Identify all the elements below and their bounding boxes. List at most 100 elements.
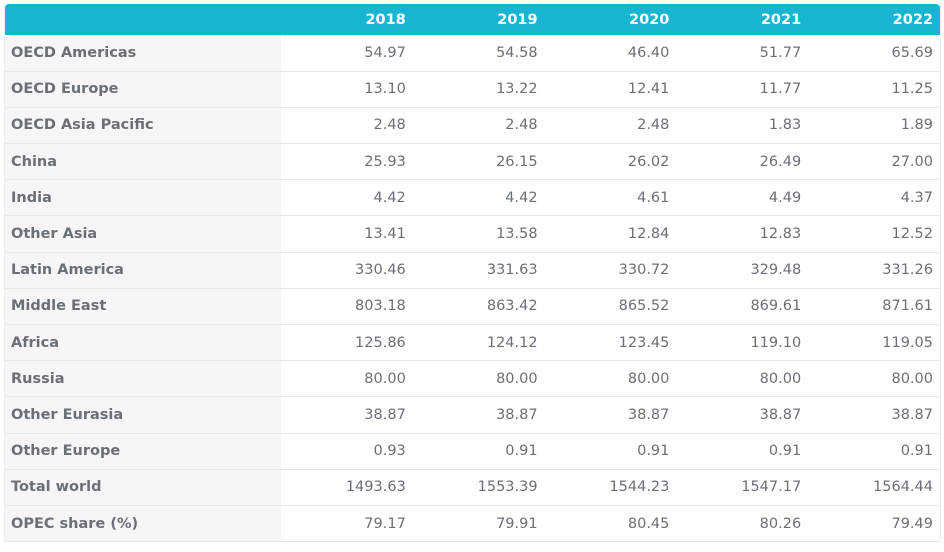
value-cell: 0.91: [768, 443, 802, 460]
value-cell: 330.46: [355, 262, 406, 279]
value-cell: 54.58: [496, 44, 538, 61]
value-cell: 863.42: [486, 298, 538, 315]
table-row: Total world 1493.63 1553.39 1544.23 1547.17 1…: [5, 469, 940, 506]
value-cell: 4.42: [505, 189, 538, 206]
value-cell: 12.41: [627, 81, 670, 98]
value-cell: 119.05: [882, 334, 933, 351]
table-row: Other Asia 13.41 13.58 12.84 12.83 12.52: [5, 215, 940, 253]
value-cell: 125.86: [355, 334, 406, 351]
value-cell: 330.72: [618, 262, 670, 279]
value-cell: 4.61: [637, 189, 670, 206]
value-cell: 4.37: [900, 189, 933, 206]
value-cell: 80.00: [891, 370, 933, 387]
value-cell: 80.00: [364, 370, 406, 387]
value-cell: 80.45: [627, 515, 670, 532]
row-label: OECD Europe: [5, 71, 281, 108]
value-cell: 12.84: [627, 226, 670, 243]
value-cell: 80.00: [496, 370, 538, 387]
value-cell: 51.77: [759, 44, 802, 61]
header-cell-2018: 2018: [365, 11, 406, 28]
value-cell: 25.93: [364, 153, 406, 170]
table-row: OECD Asia Pacific 2.48 2.48 2.48 1.83 1.89: [5, 107, 940, 144]
table-row: Russia 80.00 80.00 80.00 80.00 80.00: [5, 360, 940, 397]
value-cell: 27.00: [891, 153, 933, 170]
value-cell: 1547.17: [741, 479, 802, 496]
value-cell: 869.61: [750, 298, 802, 315]
value-cell: 13.41: [364, 226, 406, 243]
value-cell: 54.97: [364, 44, 406, 61]
header-cell-2020: 2020: [629, 11, 670, 28]
row-label: Other Europe: [5, 433, 281, 470]
value-cell: 38.87: [627, 406, 670, 423]
value-cell: 80.26: [759, 515, 802, 532]
table-row: China 25.93 26.15 26.02 26.49 27.00: [5, 143, 940, 180]
table-body: OECD Americas 54.97 54.58 46.40 51.77 65.69 OE…: [5, 35, 940, 542]
row-label: Africa: [5, 324, 281, 361]
value-cell: 11.25: [891, 81, 933, 98]
table-row: India 4.42 4.42 4.61 4.49 4.37: [5, 179, 940, 216]
value-cell: 0.91: [637, 443, 670, 460]
header-cell-2022: 2022: [892, 11, 933, 28]
table-row: OECD Europe 13.10 13.22 12.41 11.77 11.25: [5, 71, 940, 108]
value-cell: 26.15: [496, 153, 538, 170]
value-cell: 38.87: [496, 406, 538, 423]
value-cell: 79.49: [891, 515, 933, 532]
value-cell: 12.52: [891, 226, 933, 243]
row-label: Middle East: [5, 288, 281, 325]
row-label: OPEC share (%): [5, 505, 281, 542]
value-cell: 80.00: [759, 370, 802, 387]
value-cell: 26.02: [627, 153, 670, 170]
table-row: OPEC share (%) 79.17 79.91 80.45 80.26 79.49: [5, 505, 940, 542]
value-cell: 331.63: [486, 262, 538, 279]
value-cell: 38.87: [891, 406, 933, 423]
value-cell: 2.48: [637, 117, 670, 134]
value-cell: 4.42: [373, 189, 406, 206]
value-cell: 331.26: [882, 262, 933, 279]
value-cell: 4.49: [768, 189, 802, 206]
value-cell: 26.49: [759, 153, 802, 170]
value-cell: 46.40: [627, 44, 670, 61]
header-cell-2021: 2021: [760, 11, 802, 28]
row-label: Other Eurasia: [5, 396, 281, 434]
value-cell: 2.48: [505, 117, 538, 134]
value-cell: 65.69: [891, 44, 933, 61]
data-table: 2018 2019 2020 2021 2022 OECD Americas 54…: [5, 4, 940, 542]
data-table-container: 2018 2019 2020 2021 2022 OECD Americas 54…: [4, 4, 941, 543]
table-row: Africa 125.86 124.12 123.45 119.10 119.05: [5, 324, 940, 361]
row-label: Latin America: [5, 252, 281, 289]
table-header-row: 2018 2019 2020 2021 2022: [5, 4, 940, 35]
value-cell: 13.10: [364, 81, 406, 98]
row-label: Total world: [5, 469, 281, 506]
value-cell: 0.93: [373, 443, 406, 460]
value-cell: 80.00: [627, 370, 670, 387]
value-cell: 13.58: [496, 226, 538, 243]
value-cell: 871.61: [882, 298, 933, 315]
value-cell: 1553.39: [477, 479, 538, 496]
value-cell: 1.83: [768, 117, 802, 134]
value-cell: 1544.23: [609, 479, 670, 496]
value-cell: 124.12: [486, 334, 538, 351]
value-cell: 803.18: [355, 298, 406, 315]
value-cell: 123.45: [618, 334, 670, 351]
table-row: Latin America 330.46 331.63 330.72 329.48 331…: [5, 252, 940, 289]
table-row: Middle East 803.18 863.42 865.52 869.61 871.6…: [5, 288, 940, 325]
value-cell: 0.91: [900, 443, 933, 460]
value-cell: 79.17: [364, 515, 406, 532]
row-label: Other Asia: [5, 215, 281, 253]
header-cell-label: [5, 4, 281, 35]
value-cell: 79.91: [496, 515, 538, 532]
value-cell: 38.87: [364, 406, 406, 423]
table-row: Other Eurasia 38.87 38.87 38.87 38.87 38.87: [5, 396, 940, 434]
value-cell: 865.52: [618, 298, 670, 315]
row-label: OECD Asia Pacific: [5, 107, 281, 144]
table-row: OECD Americas 54.97 54.58 46.40 51.77 65.69: [5, 35, 940, 72]
value-cell: 2.48: [373, 117, 406, 134]
value-cell: 1564.44: [873, 479, 933, 496]
value-cell: 329.48: [750, 262, 802, 279]
value-cell: 13.22: [496, 81, 538, 98]
value-cell: 11.77: [759, 81, 802, 98]
header-cell-2019: 2019: [497, 11, 538, 28]
value-cell: 1493.63: [345, 479, 406, 496]
row-label: OECD Americas: [5, 35, 281, 72]
value-cell: 1.89: [900, 117, 933, 134]
